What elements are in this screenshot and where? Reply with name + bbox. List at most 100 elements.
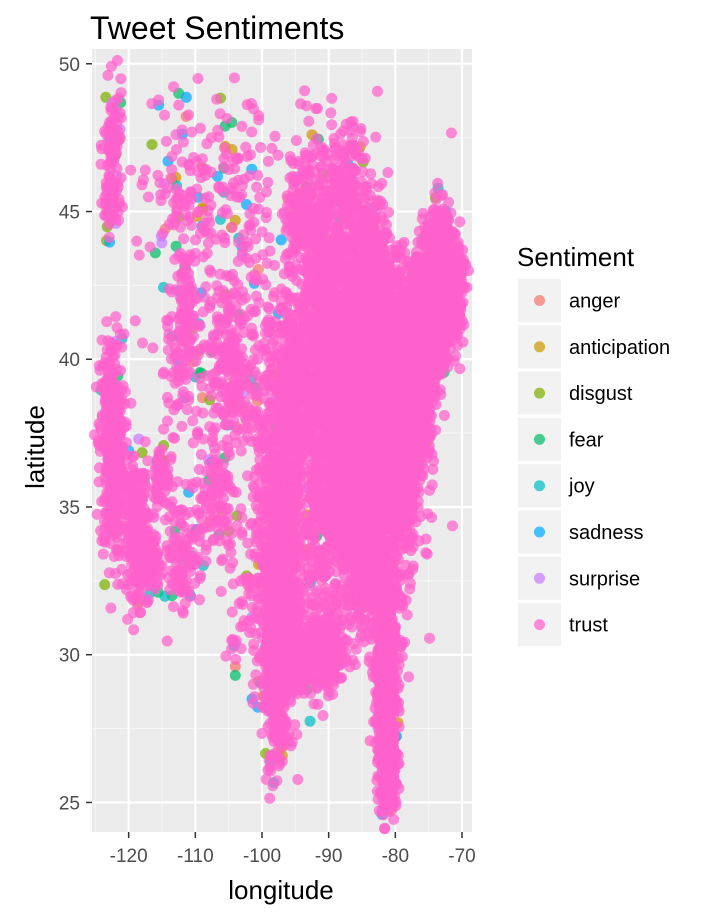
point-trust [177, 386, 189, 398]
point-trust [104, 487, 115, 498]
point-trust [187, 437, 199, 449]
point-trust [298, 240, 309, 252]
point-trust [261, 257, 273, 269]
point-trust [274, 304, 286, 316]
point-trust [292, 231, 304, 243]
point-trust [290, 404, 302, 415]
point-trust [168, 601, 179, 613]
point-trust [246, 517, 258, 529]
point-trust [213, 285, 225, 297]
point-trust [223, 480, 235, 492]
point-trust [96, 409, 108, 421]
point-trust [170, 183, 182, 195]
point-trust [291, 393, 303, 405]
point-trust [157, 227, 169, 239]
point-trust [107, 529, 119, 541]
point-trust [128, 624, 140, 636]
point-trust [104, 116, 116, 128]
point-trust [267, 466, 279, 478]
point-disgust [146, 139, 158, 150]
point-trust [262, 377, 274, 389]
point-trust [204, 264, 216, 276]
point-trust [215, 391, 227, 403]
point-trust [219, 516, 231, 528]
point-trust [228, 390, 240, 402]
point-trust [175, 519, 187, 530]
point-trust [90, 381, 102, 393]
point-trust [277, 390, 289, 401]
chart-title: Tweet Sentiments [90, 10, 344, 46]
point-trust [283, 349, 295, 360]
point-trust [140, 507, 152, 519]
point-trust [160, 135, 172, 147]
point-trust [193, 509, 205, 521]
point-trust [179, 198, 191, 210]
point-trust [197, 306, 209, 318]
point-trust [228, 334, 240, 346]
point-trust [104, 461, 116, 473]
point-trust [165, 172, 177, 184]
point-trust [247, 388, 259, 400]
point-trust [250, 290, 262, 302]
point-trust [271, 775, 283, 787]
point-trust [114, 405, 126, 417]
point-trust [248, 306, 260, 318]
point-trust [277, 428, 289, 440]
point-trust [112, 125, 124, 137]
point-trust [239, 396, 251, 408]
point-trust [106, 517, 118, 528]
point-trust [174, 586, 186, 598]
point-trust [205, 227, 217, 239]
point-trust [301, 100, 313, 112]
point-trust [193, 320, 205, 332]
point-trust [283, 370, 295, 382]
point-trust [111, 55, 123, 66]
point-trust [105, 201, 117, 213]
point-trust [263, 303, 275, 315]
point-trust [258, 424, 270, 436]
point-trust [115, 73, 127, 85]
point-trust [169, 432, 180, 444]
point-trust [105, 101, 117, 113]
point-trust [93, 418, 105, 430]
point-trust [94, 360, 105, 372]
point-trust [107, 178, 119, 190]
point-trust [264, 245, 276, 257]
point-trust [302, 254, 314, 266]
point-trust [265, 396, 277, 408]
point-trust [195, 570, 206, 582]
point-trust [155, 195, 167, 207]
point-trust [110, 311, 122, 323]
point-trust [296, 351, 308, 363]
point-trust [183, 268, 195, 280]
point-trust [115, 112, 127, 124]
point-trust [152, 169, 164, 181]
point-trust [197, 343, 209, 355]
point-trust [119, 490, 131, 501]
point-trust [255, 142, 267, 153]
point-trust [298, 296, 310, 308]
point-trust [149, 570, 161, 582]
point-trust [187, 415, 199, 427]
point-trust [141, 596, 153, 608]
point-trust [175, 564, 187, 576]
point-trust [176, 540, 188, 552]
point-trust [200, 465, 212, 477]
point-trust [162, 315, 174, 326]
point-trust [271, 477, 283, 489]
point-joy [304, 715, 316, 727]
point-trust [97, 548, 109, 560]
point-trust [138, 568, 150, 580]
point-trust [207, 432, 219, 444]
point-trust [236, 318, 247, 329]
point-trust [101, 316, 113, 328]
point-trust [216, 406, 228, 418]
point-trust [195, 449, 207, 460]
point-trust [139, 436, 151, 448]
point-trust [176, 124, 188, 136]
point-trust [314, 278, 326, 290]
point-trust [207, 343, 219, 355]
point-trust [106, 475, 118, 486]
point-sadness [180, 91, 192, 103]
point-trust [204, 383, 216, 395]
